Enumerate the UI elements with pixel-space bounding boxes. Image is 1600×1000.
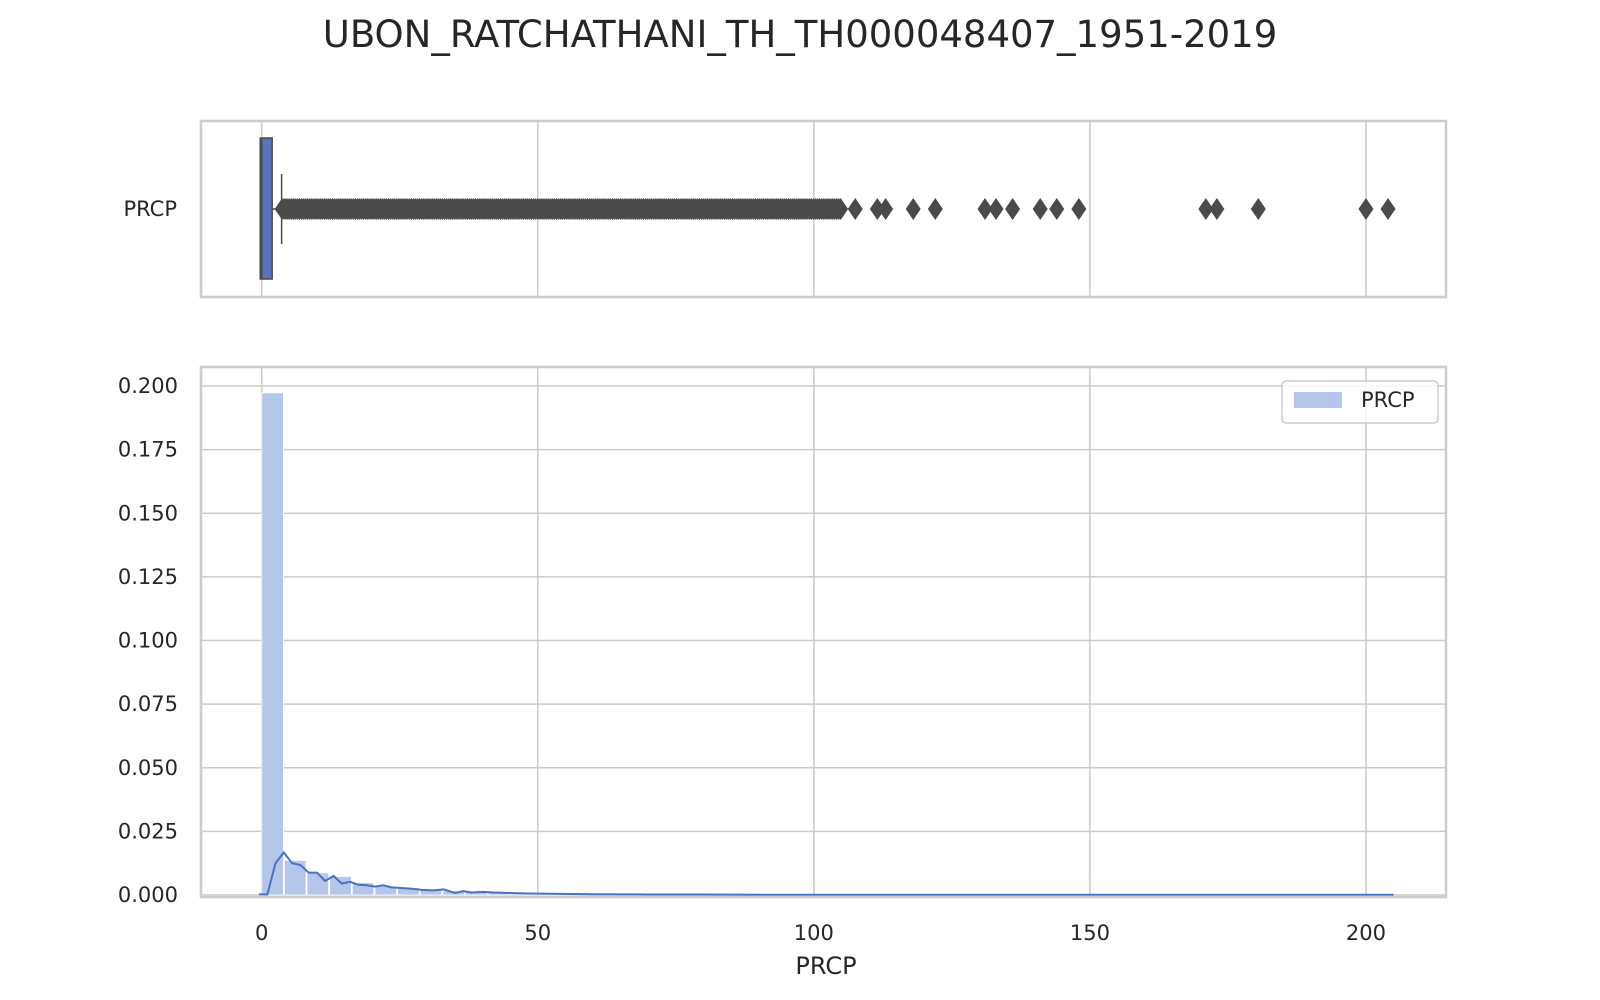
- legend-label-prcp: PRCP: [1361, 388, 1415, 412]
- boxplot-marks: [259, 137, 1396, 280]
- boxplot-outlier: [905, 198, 921, 220]
- boxplot-outlier: [988, 198, 1004, 220]
- chart-title: UBON_RATCHATHANI_TH_TH000048407_1951-201…: [323, 13, 1278, 56]
- legend: PRCP: [1281, 380, 1439, 424]
- x-tick-label: 50: [524, 921, 551, 945]
- kde-line: [258, 850, 1394, 896]
- legend-swatch-prcp: [1294, 392, 1342, 408]
- histogram-bar: [283, 859, 307, 896]
- boxplot-outlier: [927, 198, 943, 220]
- y-tick-label: 0.100: [118, 629, 178, 653]
- boxplot-outlier: [1358, 198, 1374, 220]
- y-tick-label: 0.075: [118, 692, 178, 716]
- boxplot-outlier: [1380, 198, 1396, 220]
- histogram-bar: [261, 392, 284, 896]
- x-tick-label: 150: [1070, 921, 1110, 945]
- boxplot-category-label: PRCP: [123, 197, 177, 221]
- histogram-panel: 0.000 0.025 0.050 0.075 0.100 0.125 0.150 0.175…: [118, 365, 1448, 980]
- boxplot-outlier: [1071, 198, 1087, 220]
- boxplot-outlier: [1209, 198, 1225, 220]
- boxplot-outlier: [1250, 198, 1266, 220]
- boxplot-outlier: [1198, 198, 1214, 220]
- y-tick-label: 0.025: [118, 819, 178, 843]
- histogram-bar: [329, 876, 352, 896]
- y-tick-label: 0.125: [118, 565, 178, 589]
- boxplot-outlier: [878, 198, 894, 220]
- boxplot-box: [259, 137, 273, 280]
- boxplot-outlier: [1005, 198, 1021, 220]
- boxplot-outlier: [833, 198, 849, 220]
- x-tick-label: 100: [794, 921, 834, 945]
- x-tick-label: 0: [255, 921, 268, 945]
- histogram-bar: [306, 872, 330, 896]
- boxplot-outlier: [977, 198, 993, 220]
- boxplot-outlier: [869, 198, 885, 220]
- y-tick-labels: 0.000 0.025 0.050 0.075 0.100 0.125 0.150 0.175…: [118, 374, 178, 907]
- y-tick-label: 0.000: [118, 883, 178, 907]
- boxplot-outlier: [1049, 198, 1065, 220]
- y-tick-label: 0.050: [118, 756, 178, 780]
- y-tick-label: 0.200: [118, 374, 178, 398]
- legend-frame: [1281, 380, 1439, 424]
- x-tick-label: 200: [1346, 921, 1386, 945]
- boxplot-frame: [199, 119, 1448, 299]
- histogram-frame: [199, 365, 1448, 899]
- boxplot-panel: PRCP: [123, 119, 1448, 299]
- y-tick-label: 0.150: [118, 501, 178, 525]
- boxplot-outlier: [1032, 198, 1048, 220]
- boxplot-outlier: [847, 198, 863, 220]
- histogram-gridlines: [201, 367, 1446, 897]
- x-axis-label: PRCP: [795, 952, 856, 980]
- y-tick-label: 0.175: [118, 438, 178, 462]
- histogram-bars: [261, 392, 1393, 896]
- x-tick-labels: 0 50 100 150 200: [255, 921, 1386, 945]
